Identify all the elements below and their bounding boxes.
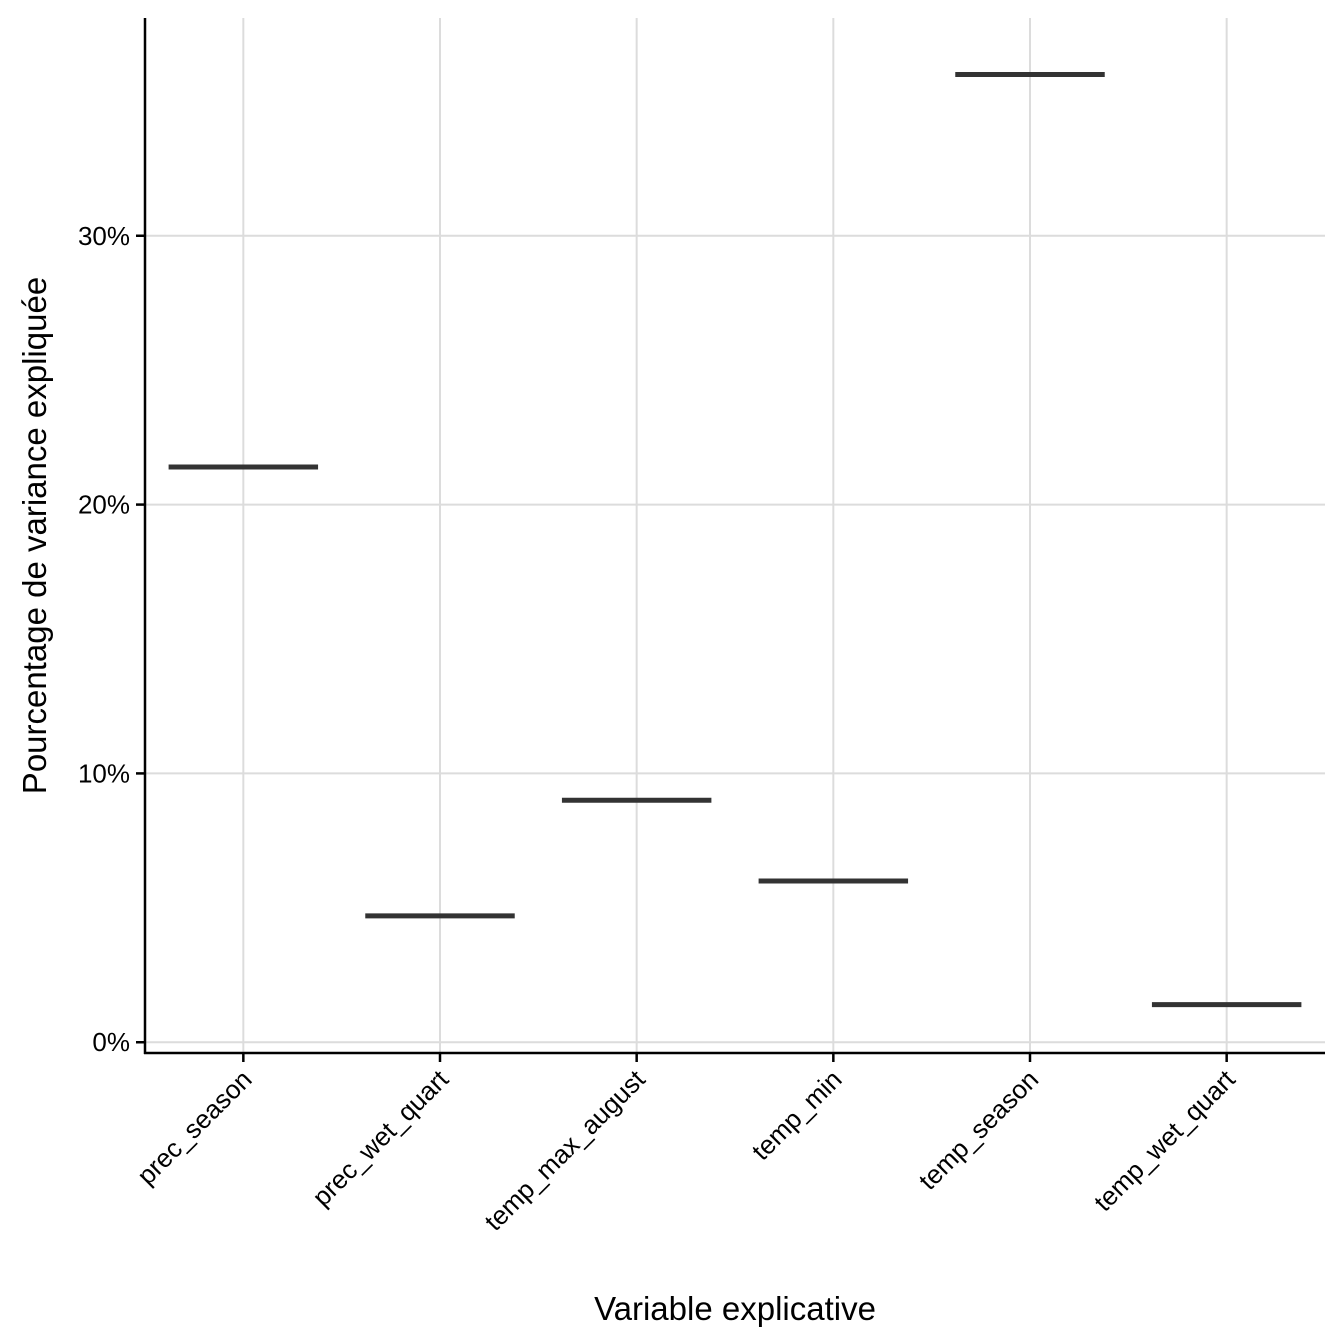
y-tick-label: 30% — [78, 221, 130, 251]
y-axis-title: Pourcentage de variance expliquée — [16, 277, 53, 794]
y-tick-label: 0% — [92, 1027, 130, 1057]
x-tick-label: temp_max_august — [478, 1063, 651, 1236]
x-tick-label: prec_wet_quart — [306, 1063, 454, 1211]
y-gridlines — [145, 234, 1325, 1044]
x-axis-title: Variable explicative — [594, 1290, 876, 1327]
x-axis-ticks: prec_season prec_wet_quart temp_max_august… — [131, 1053, 1241, 1236]
x-tick-label: temp_wet_quart — [1088, 1063, 1242, 1217]
y-tick-label: 10% — [78, 758, 130, 788]
y-axis-ticks: 0% 10% 20% 30% — [78, 221, 145, 1057]
x-gridlines — [242, 18, 1228, 1053]
data-marks — [168, 71, 1302, 1008]
x-tick-label: temp_season — [913, 1064, 1045, 1196]
y-tick-label: 20% — [78, 490, 130, 520]
x-tick-label: prec_season — [131, 1064, 257, 1190]
x-tick-label: temp_min — [746, 1064, 848, 1166]
